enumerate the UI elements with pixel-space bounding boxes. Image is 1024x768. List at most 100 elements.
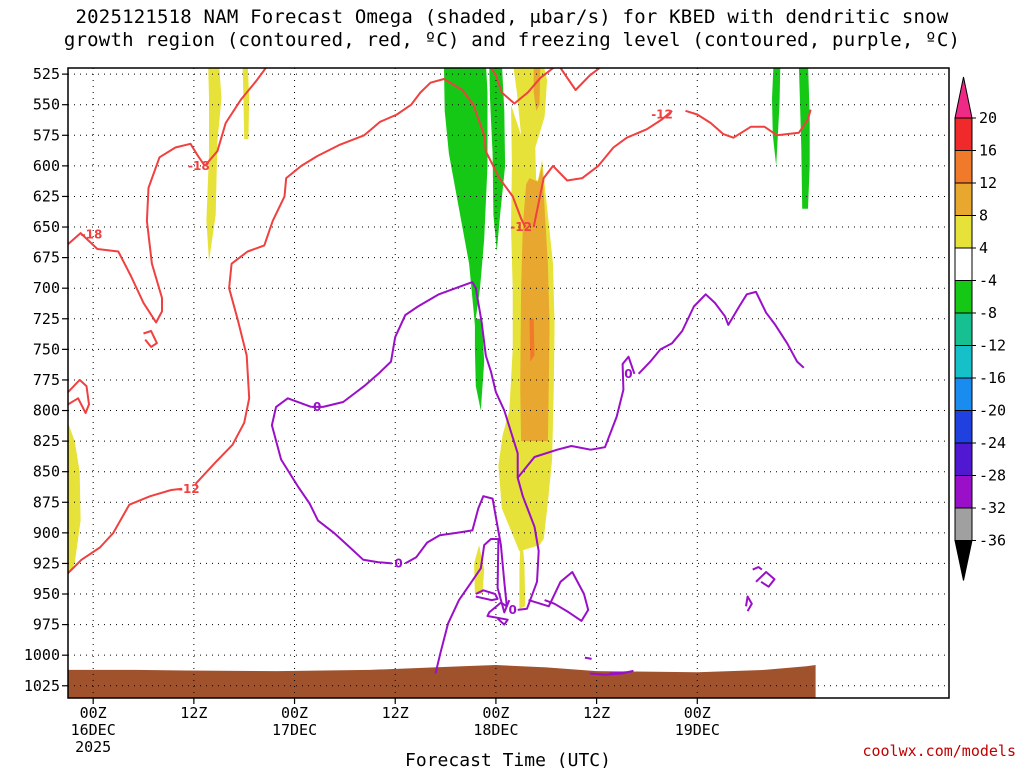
colorbar-tick-label: -8 [979, 304, 997, 322]
colorbar-top-arrow [954, 76, 973, 119]
dgz-contour-line [194, 78, 527, 485]
colorbar-tick-label: -24 [979, 434, 1006, 452]
chart-title: 2025121518 NAM Forecast Omega (shaded, μ… [0, 6, 1024, 52]
contour-label: -12 [510, 220, 532, 234]
x-tick-label: 00Z [482, 704, 509, 722]
y-tick-label: 625 [33, 187, 60, 205]
colorbar-tick-label: -32 [979, 499, 1006, 517]
dgz-contour-line [685, 109, 812, 139]
x-tick-label: 12Z [180, 704, 207, 722]
colorbar-tick-label: 4 [979, 239, 988, 257]
dgz-contour-line [490, 68, 602, 105]
y-tick-label: 750 [33, 340, 60, 358]
y-tick-label: 575 [33, 126, 60, 144]
contour-labels: -18 -18 -12 -12 -12 0 0 0 0 [81, 107, 673, 616]
colorbar-swatch [954, 117, 973, 151]
y-tick-label: 675 [33, 249, 60, 267]
x-tick-label: 00Z [80, 704, 107, 722]
chart-title-line2: growth region (contoured, red, ºC) and f… [63, 29, 961, 51]
omega-shade-region [242, 68, 250, 139]
colorbar-swatch [954, 215, 973, 249]
x-tick-label: 00Z [684, 704, 711, 722]
x-tick-label: 12Z [382, 704, 409, 722]
y-tick-label: 950 [33, 585, 60, 603]
x-tick-year: 2025 [75, 738, 111, 756]
freezing-contour-line [311, 281, 519, 478]
colorbar-swatch [954, 507, 973, 541]
contour-label: -18 [188, 159, 210, 173]
terrain-fill [68, 665, 816, 698]
y-tick-label: 550 [33, 96, 60, 114]
credit-text: coolwx.com/models [862, 742, 1016, 760]
omega-shading [68, 68, 810, 609]
omega-shade-region [474, 318, 485, 411]
colorbar-tick-label: 16 [979, 142, 997, 160]
x-tick-date: 18DEC [473, 721, 518, 739]
freezing-contours [270, 281, 805, 676]
freezing-contour-line [475, 589, 499, 602]
plot-frame [67, 67, 950, 699]
colorbar-tick-label: 20 [979, 109, 997, 127]
colorbar-tick-label: 8 [979, 207, 988, 225]
y-axis: 525 550 575 600 625 650 675 700 725 750 775 800 825 8… [24, 65, 68, 695]
y-tick-label: 900 [33, 524, 60, 542]
freezing-contour-line [589, 670, 634, 676]
y-tick-label: 725 [33, 310, 60, 328]
freezing-contour-line [270, 397, 392, 565]
freezing-contour-line [752, 566, 763, 571]
y-tick-label: 850 [33, 463, 60, 481]
y-tick-label: 1025 [24, 677, 60, 695]
omega-shade-region [519, 545, 526, 609]
colorbar-tick-label: -28 [979, 467, 1006, 485]
y-tick-label: 975 [33, 616, 60, 634]
freezing-contour-line [745, 595, 753, 612]
colorbar-swatch [954, 410, 973, 444]
omega-shade-region [443, 68, 488, 325]
x-tick-date: 19DEC [675, 721, 720, 739]
contour-label: 0 [313, 400, 321, 414]
freezing-contour-line [404, 495, 509, 626]
dgz-contour-line [143, 330, 158, 348]
freezing-contour-line [755, 571, 776, 588]
colorbar-swatch [954, 150, 973, 184]
colorbar-swatch [954, 442, 973, 476]
dgz-contour-line [532, 110, 673, 228]
y-tick-label: 925 [33, 554, 60, 572]
y-tick-label: 700 [33, 279, 60, 297]
terrain-area [68, 665, 816, 698]
colorbar-tick-label: -12 [979, 337, 1006, 355]
x-tick-label: 00Z [281, 704, 308, 722]
omega-shade-region [489, 68, 506, 252]
omega-shade-region [206, 68, 222, 262]
y-tick-label: 650 [33, 218, 60, 236]
colorbar-swatch [954, 247, 973, 281]
y-tick-label: 825 [33, 432, 60, 450]
contour-label: 0 [624, 367, 632, 381]
omega-shade-region [520, 165, 550, 442]
colorbar-swatch [954, 312, 973, 346]
x-tick-date: 16DEC [71, 721, 116, 739]
contour-label: 0 [394, 556, 402, 570]
dgz-contours [68, 68, 812, 574]
contour-label: 0 [509, 603, 517, 617]
freezing-contour-line [434, 538, 511, 674]
x-axis-label: Forecast Time (UTC) [405, 750, 611, 768]
colorbar-swatch [954, 345, 973, 379]
y-tick-label: 600 [33, 157, 60, 175]
colorbar: 20 16 12 8 4 -4 -8 -12 -16 -20 -24 -28 -32 -36 [954, 76, 1006, 581]
colorbar-swatch [954, 475, 973, 509]
dgz-contour-line [68, 378, 90, 414]
colorbar-swatch [954, 182, 973, 216]
dgz-contour-line [68, 487, 183, 574]
colorbar-bottom-arrow [954, 540, 973, 581]
colorbar-tick-label: 12 [979, 174, 997, 192]
freezing-contour-line [584, 656, 592, 660]
y-tick-label: 875 [33, 493, 60, 511]
dgz-contour-line [204, 68, 268, 167]
colorbar-tick-label: -4 [979, 272, 997, 290]
freezing-contour-line [637, 290, 805, 375]
colorbar-swatch [954, 377, 973, 411]
omega-shade-region [772, 68, 781, 166]
freezing-contour-line [528, 571, 590, 622]
